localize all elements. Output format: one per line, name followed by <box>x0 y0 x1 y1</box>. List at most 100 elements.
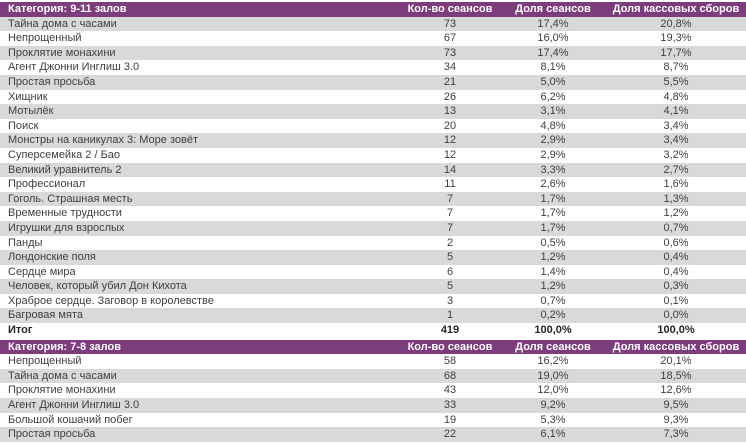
sessions-share-cell: 6,2% <box>540 90 566 103</box>
column-header-sessions-share: Доля сеансов <box>500 2 606 17</box>
sessions-share-cell: 17,4% <box>537 17 569 30</box>
box-share-cell: 9,5% <box>663 399 689 412</box>
table-body: Тайна дома с часами 73 17,4% 20,8% Непро… <box>0 16 746 338</box>
column-header-sessions-count: Кол-во сеансов <box>400 339 500 355</box>
sessions-count-cell: 26 <box>443 90 457 103</box>
sessions-count-cell: 12 <box>443 134 457 147</box>
sessions-share-cell: 3,3% <box>540 163 566 176</box>
sessions-count-cell: 68 <box>443 369 457 382</box>
sessions-count-cell: 14 <box>443 163 457 176</box>
category-label: Категория: 9-11 залов <box>0 2 400 17</box>
film-name-cell: Мотылёк <box>8 105 54 118</box>
table-row: Временные трудности 7 1,7% 1,2% <box>0 206 746 221</box>
sessions-share-cell: 1,2% <box>540 251 566 264</box>
box-share-cell: 7,3% <box>663 428 689 441</box>
box-share-cell: 8,7% <box>663 61 689 74</box>
box-share-cell: 0,0% <box>663 309 689 322</box>
column-header-sessions-count: Кол-во сеансов <box>400 2 500 17</box>
sessions-count-cell: 33 <box>443 399 457 412</box>
table-row: Великий уравнитель 2 14 3,3% 2,7% <box>0 162 746 178</box>
sessions-share-cell: 9,2% <box>540 399 566 412</box>
table-row: Агент Джонни Инглиш 3.0 34 8,1% 8,7% <box>0 60 746 75</box>
table-row: Человек, который убил Дон Кихота 5 1,2% … <box>0 279 746 294</box>
sessions-share-cell: 19,0% <box>537 369 569 382</box>
table-row: Тайна дома с часами 73 17,4% 20,8% <box>0 16 746 32</box>
film-name-cell: Профессионал <box>8 178 86 191</box>
table-row: Проклятие монахини 43 12,0% 12,6% <box>0 383 746 398</box>
sessions-share-cell: 0,2% <box>540 309 566 322</box>
sessions-count-cell: 5 <box>446 280 454 293</box>
film-name-cell: Большой кошачий побег <box>8 413 133 426</box>
table-header-row: Категория: 7-8 залов Кол-во сеансов Доля… <box>0 339 746 355</box>
sessions-count-cell: 22 <box>443 428 457 441</box>
sessions-share-cell: 12,0% <box>537 384 569 397</box>
sessions-share-cell: 2,9% <box>540 134 566 147</box>
box-share-cell: 0,4% <box>663 251 689 264</box>
sessions-share-cell: 1,7% <box>540 221 566 234</box>
sessions-count-cell: 7 <box>446 192 454 205</box>
film-name-cell: Непрощенный <box>8 32 82 45</box>
sessions-share-cell: 0,7% <box>540 294 566 307</box>
table-row: Мотылёк 13 3,1% 4,1% <box>0 104 746 119</box>
box-share-cell: 4,1% <box>663 105 689 118</box>
film-name-cell: Итог <box>8 324 33 337</box>
table-row: Монстры на каникулах 3: Море зовёт 12 2,… <box>0 133 746 148</box>
box-share-cell: 19,3% <box>660 32 692 45</box>
box-share-cell: 20,1% <box>660 355 692 368</box>
sessions-share-cell: 16,2% <box>537 355 569 368</box>
box-share-cell: 4,8% <box>663 90 689 103</box>
table-category-7-8-halls: Категория: 7-8 залов Кол-во сеансов Доля… <box>0 339 746 442</box>
box-share-cell: 17,7% <box>660 46 692 59</box>
sessions-count-cell: 7 <box>446 207 454 220</box>
sessions-share-cell: 3,1% <box>540 105 566 118</box>
table-row: Агент Джонни Инглиш 3.0 33 9,2% 9,5% <box>0 398 746 413</box>
sessions-share-cell: 1,4% <box>540 265 566 278</box>
sessions-count-cell: 7 <box>446 221 454 234</box>
film-name-cell: Простая просьба <box>8 75 96 88</box>
film-name-cell: Проклятие монахини <box>8 46 116 59</box>
sessions-count-cell: 6 <box>446 265 454 278</box>
sessions-count-cell: 11 <box>444 178 456 191</box>
box-share-cell: 1,3% <box>663 192 689 205</box>
table-row: Непрощенный 58 16,2% 20,1% <box>0 354 746 369</box>
film-name-cell: Лондонские поля <box>8 251 96 264</box>
film-name-cell: Багровая мята <box>8 309 83 322</box>
table-row: Игрушки для взрослых 7 1,7% 0,7% <box>0 220 746 236</box>
sessions-share-cell: 1,7% <box>540 192 566 205</box>
sessions-count-cell: 12 <box>443 148 457 161</box>
table-body: Непрощенный 58 16,2% 20,1% Тайна дома с … <box>0 354 746 442</box>
box-share-cell: 1,2% <box>663 207 689 220</box>
film-name-cell: Тайна дома с часами <box>8 17 117 30</box>
sessions-share-cell: 1,7% <box>540 207 566 220</box>
film-name-cell: Человек, который убил Дон Кихота <box>8 280 187 293</box>
sessions-count-cell: 58 <box>443 355 457 368</box>
box-share-cell: 3,2% <box>663 148 689 161</box>
sessions-count-cell: 43 <box>443 384 457 397</box>
box-share-cell: 0,4% <box>663 265 689 278</box>
film-name-cell: Простая просьба <box>8 428 96 441</box>
box-share-cell: 2,7% <box>663 163 689 176</box>
box-share-cell: 5,5% <box>663 75 689 88</box>
sessions-share-cell: 2,6% <box>540 178 566 191</box>
sessions-count-cell: 2 <box>446 236 454 249</box>
film-name-cell: Хищник <box>8 90 48 103</box>
film-name-cell: Сердце мира <box>8 265 76 278</box>
box-share-cell: 12,6% <box>660 384 692 397</box>
table-row: Непрощенный 67 16,0% 19,3% <box>0 31 746 46</box>
table-row: Простая просьба 22 6,1% 7,3% <box>0 427 746 442</box>
sessions-count-cell: 1 <box>446 309 454 322</box>
film-name-cell: Агент Джонни Инглиш 3.0 <box>8 399 140 412</box>
sessions-share-cell: 5,0% <box>540 75 566 88</box>
film-name-cell: Непрощенный <box>8 355 82 368</box>
sessions-share-cell: 6,1% <box>540 428 566 441</box>
table-row: Гоголь. Страшная месть 7 1,7% 1,3% <box>0 191 746 207</box>
film-name-cell: Панды <box>8 236 43 249</box>
column-header-sessions-share: Доля сеансов <box>500 339 606 355</box>
film-name-cell: Храброе сердце. Заговор в королевстве <box>8 294 214 307</box>
table-row: Простая просьба 21 5,0% 5,5% <box>0 74 746 90</box>
sessions-count-cell: 73 <box>443 17 457 30</box>
sessions-count-cell: 34 <box>443 61 457 74</box>
table-row: Панды 2 0,5% 0,6% <box>0 236 746 251</box>
table-row: Поиск 20 4,8% 3,4% <box>0 119 746 134</box>
